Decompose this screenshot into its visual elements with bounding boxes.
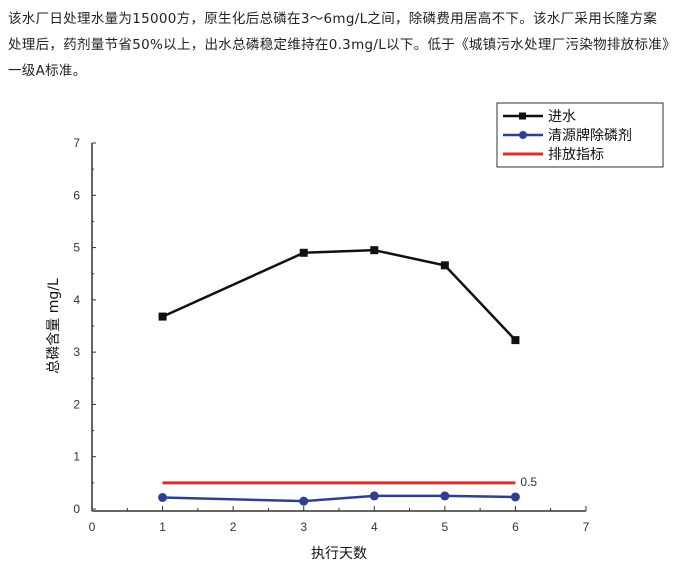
x-tick-label: 4 xyxy=(371,520,378,534)
y-tick-label: 6 xyxy=(73,188,80,202)
x-tick-label: 1 xyxy=(159,520,166,534)
x-tick-label: 7 xyxy=(583,520,590,534)
data-point-dephosphorizer xyxy=(510,492,520,502)
legend-label-2: 排放指标 xyxy=(548,147,604,163)
data-point-inflow xyxy=(440,261,449,270)
y-tick-label: 1 xyxy=(73,450,80,464)
description-paragraph: 该水厂日处理水量为15000方，原生化后总磷在3～6mg/L之间，除磷费用居高不… xyxy=(8,11,670,79)
x-tick-label: 6 xyxy=(512,520,519,534)
annotation-label: 0.5 xyxy=(520,475,537,489)
data-point-dephosphorizer xyxy=(158,492,168,502)
x-tick-label: 0 xyxy=(89,520,96,534)
data-point-inflow xyxy=(511,336,520,345)
y-tick-label: 5 xyxy=(73,241,80,255)
y-axis-label: 总磷含量 mg/L xyxy=(46,278,62,374)
legend-label-0: 进水 xyxy=(548,109,576,125)
x-axis-label: 执行天数 xyxy=(311,546,367,562)
y-tick-label: 0 xyxy=(73,502,80,516)
data-point-dephosphorizer xyxy=(369,491,379,501)
series-line-0 xyxy=(162,248,517,341)
legend-label-1: 清源牌除磷剂 xyxy=(548,127,632,144)
x-tick-label: 3 xyxy=(300,520,307,534)
y-tick-label: 3 xyxy=(73,345,80,359)
legend-marker-square xyxy=(519,112,526,120)
data-point-inflow xyxy=(299,248,308,257)
series-line-1 xyxy=(162,494,516,503)
x-tick-label: 5 xyxy=(442,520,449,534)
y-tick-label: 7 xyxy=(73,136,80,150)
data-point-dephosphorizer xyxy=(299,496,309,506)
x-tick-label: 2 xyxy=(230,520,237,534)
data-point-dephosphorizer xyxy=(440,491,450,501)
legend-marker-circle xyxy=(519,131,527,139)
data-point-inflow xyxy=(370,246,379,255)
y-tick-label: 4 xyxy=(73,293,80,307)
y-tick-label: 2 xyxy=(73,397,80,411)
data-point-inflow xyxy=(158,312,167,321)
